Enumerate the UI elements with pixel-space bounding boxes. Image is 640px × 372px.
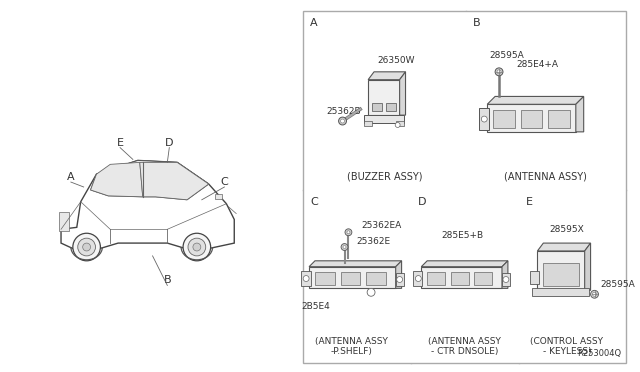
Bar: [521, 110, 542, 128]
Text: (ANTENNA ASSY): (ANTENNA ASSY): [504, 171, 588, 181]
Text: A: A: [67, 172, 75, 182]
Bar: [303, 11, 626, 363]
Bar: [368, 80, 399, 115]
Circle shape: [340, 119, 344, 123]
Text: R253004Q: R253004Q: [577, 349, 621, 358]
Text: D: D: [165, 138, 173, 148]
Polygon shape: [90, 162, 143, 197]
Text: E: E: [525, 197, 532, 207]
Text: C: C: [221, 177, 228, 187]
Bar: [413, 271, 422, 286]
Circle shape: [395, 122, 400, 128]
Bar: [396, 121, 404, 126]
Polygon shape: [140, 162, 209, 200]
Bar: [340, 272, 360, 285]
Text: B: B: [163, 276, 171, 285]
Bar: [366, 272, 386, 285]
Circle shape: [73, 233, 100, 261]
Bar: [548, 110, 570, 128]
Bar: [301, 271, 311, 286]
Bar: [532, 288, 589, 296]
Text: (BUZZER ASSY): (BUZZER ASSY): [347, 171, 422, 181]
Text: 25362EA: 25362EA: [361, 221, 401, 230]
Bar: [529, 271, 540, 285]
Circle shape: [347, 231, 350, 234]
Text: E: E: [116, 138, 124, 148]
Circle shape: [77, 238, 95, 256]
Bar: [364, 121, 372, 126]
Bar: [474, 272, 492, 285]
Polygon shape: [399, 72, 406, 115]
Bar: [427, 272, 445, 285]
Text: - CTR DNSOLE): - CTR DNSOLE): [431, 347, 499, 356]
Bar: [543, 263, 579, 286]
Text: (CONTROL ASSY: (CONTROL ASSY: [531, 337, 604, 346]
Text: 28595A: 28595A: [600, 280, 635, 289]
Text: -P.SHELF): -P.SHELF): [330, 347, 372, 356]
Bar: [214, 194, 223, 199]
Text: 28595X: 28595X: [550, 225, 584, 234]
Bar: [493, 110, 515, 128]
Circle shape: [343, 246, 346, 248]
Circle shape: [183, 233, 211, 261]
Circle shape: [481, 116, 487, 122]
Circle shape: [415, 276, 421, 282]
Polygon shape: [585, 243, 591, 290]
Bar: [315, 272, 335, 285]
Polygon shape: [421, 261, 508, 267]
Text: - KEYLESS): - KEYLESS): [543, 347, 591, 356]
Circle shape: [193, 243, 201, 251]
Polygon shape: [309, 261, 401, 267]
Text: 25362E: 25362E: [356, 237, 390, 246]
Circle shape: [593, 292, 596, 296]
Text: 2B5E4: 2B5E4: [301, 302, 330, 311]
Circle shape: [83, 243, 90, 251]
Bar: [451, 272, 468, 285]
Text: (ANTENNA ASSY: (ANTENNA ASSY: [315, 337, 388, 346]
Bar: [479, 108, 489, 130]
Polygon shape: [90, 160, 209, 200]
Circle shape: [497, 70, 501, 74]
Bar: [364, 115, 404, 123]
Text: 26350W: 26350W: [377, 55, 415, 64]
Polygon shape: [538, 243, 591, 251]
Bar: [372, 103, 382, 111]
Circle shape: [341, 244, 348, 250]
Text: (ANTENNA ASSY: (ANTENNA ASSY: [428, 337, 501, 346]
Circle shape: [188, 238, 205, 256]
Bar: [421, 267, 502, 288]
Polygon shape: [487, 96, 584, 104]
Text: A: A: [310, 18, 317, 28]
Text: B: B: [472, 18, 480, 28]
Bar: [309, 267, 396, 288]
Text: 25362B: 25362B: [327, 107, 362, 116]
Text: 28595A: 28595A: [489, 51, 524, 60]
Bar: [396, 273, 404, 286]
Circle shape: [397, 276, 403, 282]
Polygon shape: [576, 96, 584, 132]
Circle shape: [339, 117, 346, 125]
Bar: [502, 273, 510, 286]
Polygon shape: [396, 261, 401, 288]
Circle shape: [591, 290, 598, 298]
Bar: [59, 212, 69, 231]
Bar: [538, 251, 585, 290]
Circle shape: [503, 276, 509, 282]
Circle shape: [303, 276, 309, 282]
Circle shape: [495, 68, 503, 76]
Circle shape: [345, 229, 352, 236]
Text: D: D: [419, 197, 427, 207]
Polygon shape: [368, 72, 406, 80]
Bar: [386, 103, 396, 111]
Bar: [487, 104, 576, 132]
Polygon shape: [61, 160, 234, 249]
Polygon shape: [502, 261, 508, 288]
Text: 285E5+B: 285E5+B: [442, 231, 484, 240]
Text: 285E4+A: 285E4+A: [516, 60, 559, 70]
Text: C: C: [310, 197, 318, 207]
Circle shape: [367, 288, 375, 296]
